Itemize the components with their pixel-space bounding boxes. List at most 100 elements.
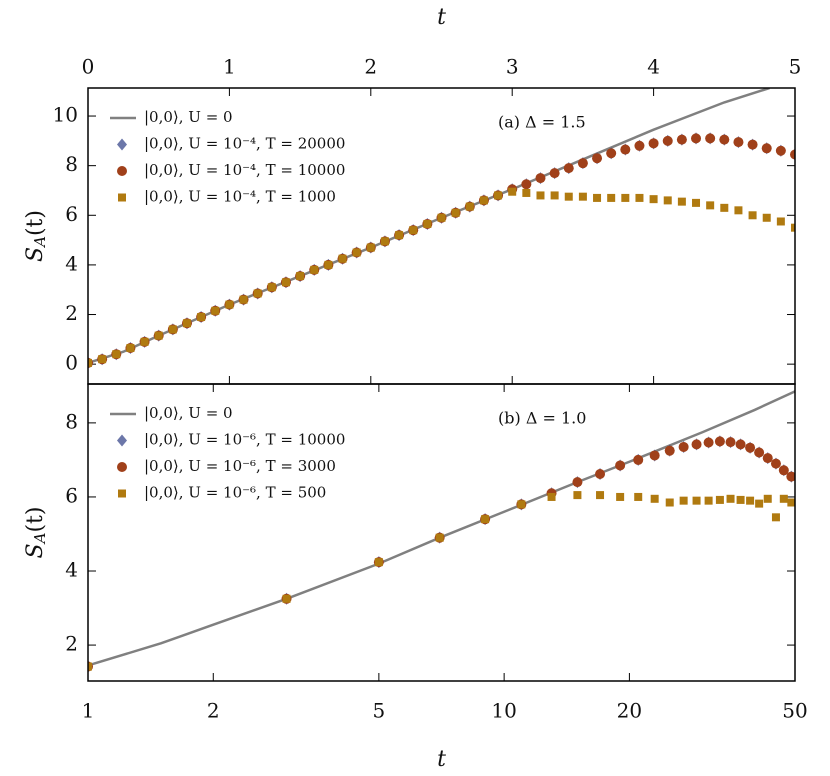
y-axis-label-part: A <box>31 532 49 545</box>
marker-square <box>522 188 531 197</box>
marker-square <box>736 495 745 504</box>
marker-square <box>677 197 686 206</box>
legend-label: |0,0⟩, U = 10⁻⁴, T = 10000 <box>144 161 345 179</box>
marker-square <box>573 491 582 500</box>
marker-square <box>338 254 347 263</box>
marker-square <box>88 662 92 671</box>
marker-circle <box>770 458 781 469</box>
marker-circle <box>521 179 532 190</box>
marker-square <box>140 337 149 346</box>
marker-square <box>281 278 290 287</box>
marker-circle <box>703 437 714 448</box>
annotation: (b) Δ = 1.0 <box>498 409 586 428</box>
x-tick-label: 50 <box>782 699 807 723</box>
marker-circle <box>747 139 758 150</box>
series-line <box>88 88 770 365</box>
marker-square <box>225 300 234 309</box>
marker-circle <box>634 140 645 151</box>
x-tick-label: 5 <box>789 55 802 79</box>
marker-circle <box>719 134 730 145</box>
marker-circle <box>778 465 789 476</box>
legend-label: |0,0⟩, U = 10⁻⁴, T = 20000 <box>144 135 345 153</box>
marker-square <box>211 306 220 315</box>
marker-square <box>634 492 643 501</box>
legend-marker <box>117 138 127 151</box>
y-tick-label: 8 <box>65 152 78 176</box>
y-tick-label: 10 <box>53 103 78 127</box>
marker-square <box>755 499 764 508</box>
plot-area <box>88 390 795 673</box>
marker-square <box>607 193 616 202</box>
marker-circle <box>592 153 603 164</box>
marker-square <box>409 226 418 235</box>
x-tick-label: 10 <box>491 699 516 723</box>
y-axis-label-part: S <box>23 247 48 262</box>
marker-circle <box>790 149 795 160</box>
marker-circle <box>615 460 626 471</box>
legend-label: |0,0⟩, U = 10⁻⁶, T = 3000 <box>144 457 336 475</box>
marker-square <box>494 191 503 200</box>
marker-square <box>596 491 605 500</box>
marker-circle <box>649 450 660 461</box>
marker-square <box>578 192 587 201</box>
marker-circle <box>745 442 756 453</box>
y-tick-label: 8 <box>65 409 78 433</box>
marker-circle <box>648 138 659 149</box>
marker-square <box>746 496 755 505</box>
x-tick-label: 0 <box>82 55 95 79</box>
marker-circle <box>705 133 716 144</box>
marker-square <box>791 223 795 232</box>
marker-square <box>748 211 757 220</box>
marker-square <box>366 243 375 252</box>
x-tick-label: 2 <box>364 55 377 79</box>
y-axis-label: SA(t) <box>23 210 49 262</box>
marker-square <box>706 201 715 210</box>
marker-square <box>88 358 92 367</box>
y-tick-label: 6 <box>65 202 78 226</box>
marker-square <box>663 196 672 205</box>
marker-circle <box>606 148 617 159</box>
marker-square <box>679 496 688 505</box>
marker-square <box>352 248 361 257</box>
y-axis-label-part: (t) <box>23 210 48 236</box>
marker-square <box>771 513 780 522</box>
marker-square <box>763 494 772 503</box>
marker-square <box>715 495 724 504</box>
marker-square <box>517 500 526 509</box>
marker-square <box>762 213 771 222</box>
marker-square <box>564 192 573 201</box>
marker-square <box>465 202 474 211</box>
marker-circle <box>775 145 786 156</box>
marker-square <box>154 331 163 340</box>
legend-marker <box>118 193 126 202</box>
marker-square <box>734 206 743 215</box>
marker-square <box>324 260 333 269</box>
marker-square <box>98 355 107 364</box>
marker-square <box>253 289 262 298</box>
y-tick-label: 6 <box>65 483 78 507</box>
legend-marker <box>117 434 127 447</box>
marker-circle <box>563 163 574 174</box>
x-tick-label: 5 <box>372 699 385 723</box>
marker-square <box>616 492 625 501</box>
marker-square <box>380 237 389 246</box>
marker-square <box>310 265 319 274</box>
x-tick-label: 1 <box>82 699 95 723</box>
marker-circle <box>786 471 795 482</box>
plot-frame <box>87 87 796 385</box>
marker-square <box>726 494 735 503</box>
y-tick-label: 2 <box>65 632 78 656</box>
marker-square <box>704 496 713 505</box>
marker-square <box>395 231 404 240</box>
marker-circle <box>714 436 725 447</box>
marker-circle <box>662 135 673 146</box>
x-tick-label: 20 <box>617 699 642 723</box>
legend-label: |0,0⟩, U = 0 <box>144 404 233 422</box>
plot-frame <box>87 383 796 682</box>
y-tick-label: 2 <box>65 301 78 325</box>
marker-square <box>112 350 121 359</box>
legend-marker <box>117 166 127 176</box>
marker-square <box>720 203 729 212</box>
y-axis-label-part: (t) <box>23 507 48 533</box>
